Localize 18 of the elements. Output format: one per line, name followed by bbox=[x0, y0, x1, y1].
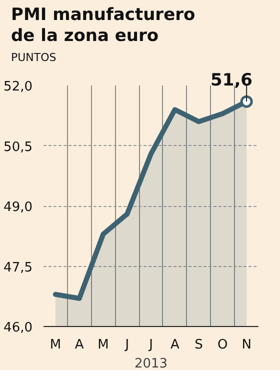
x-tick-label: J bbox=[148, 338, 153, 352]
x-tick-label: N bbox=[242, 338, 252, 352]
y-tick-label: 47,5 bbox=[4, 260, 33, 276]
x-axis-title: 2013 bbox=[134, 356, 168, 372]
y-tick-label: 49,0 bbox=[4, 200, 33, 215]
x-tick-label: A bbox=[170, 338, 180, 352]
y-tick-label: 46,0 bbox=[4, 320, 33, 336]
x-tick-label: A bbox=[74, 338, 84, 352]
y-tick-label: 52,0 bbox=[4, 80, 33, 94]
x-tick-label: M bbox=[98, 338, 109, 352]
x-tick-label: M bbox=[50, 338, 62, 352]
x-tick-label: S bbox=[194, 338, 203, 352]
text: PUNTOS bbox=[11, 51, 58, 65]
annotation: 51,6 bbox=[210, 70, 253, 90]
x-tick-label: J bbox=[124, 338, 130, 352]
y-tick-label: 50,5 bbox=[4, 140, 33, 155]
chart-title: PMI manufacturero de la zona euro bbox=[11, 5, 196, 46]
x-tick-label: O bbox=[218, 338, 228, 352]
